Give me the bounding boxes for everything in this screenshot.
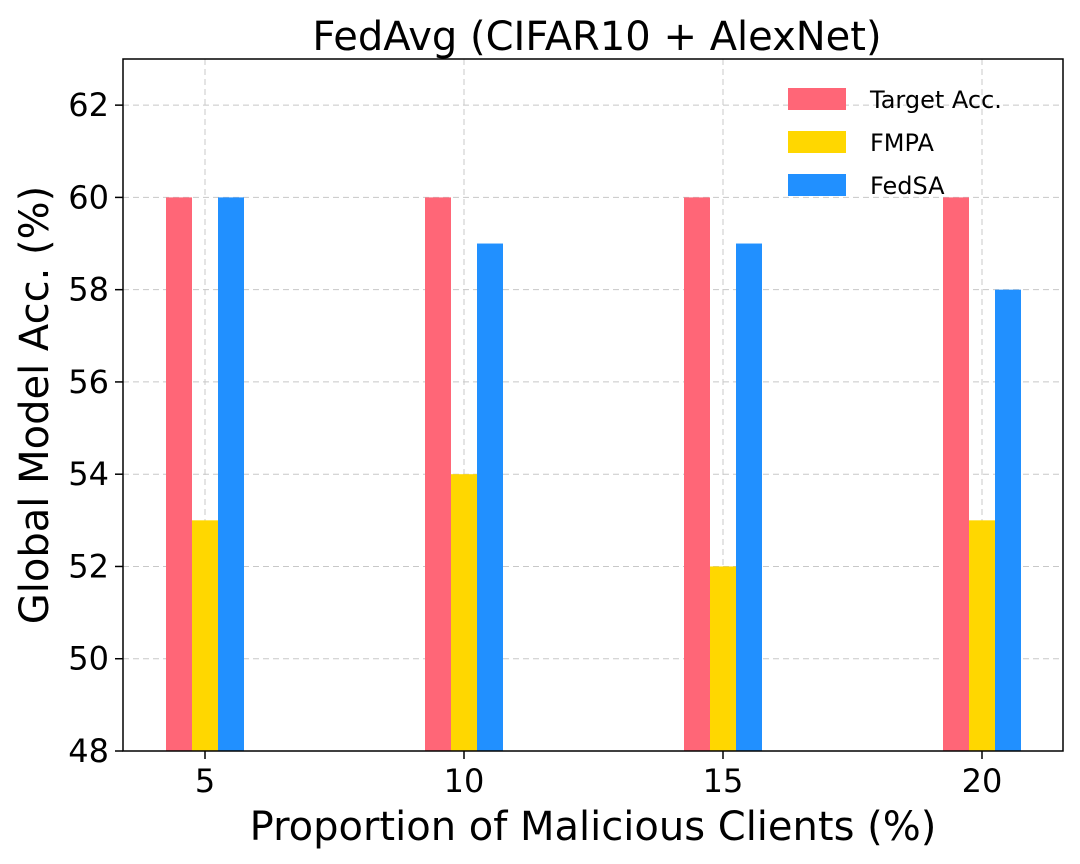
y-axis-label: Global Model Acc. (%) (12, 186, 58, 624)
bar-fedsa-20 (995, 289, 1021, 751)
legend-label: Target Acc. (869, 86, 1002, 114)
bar-fmpa-20 (969, 520, 995, 751)
legend-label: FedSA (870, 172, 945, 200)
x-tick-label: 10 (444, 762, 485, 800)
legend-swatch (788, 88, 846, 110)
legend: Target Acc. FMPA FedSA (788, 86, 1002, 200)
bar-fedsa-5 (218, 197, 244, 751)
x-axis-label: Proportion of Malicious Clients (%) (250, 804, 937, 850)
bars (166, 197, 1021, 752)
grid-lines (123, 59, 1063, 751)
x-tick-label: 20 (962, 762, 1003, 800)
bar-target-acc-5 (166, 197, 192, 751)
y-tick-label: 54 (68, 455, 109, 493)
bar-fmpa-15 (710, 566, 736, 751)
x-tick-label: 15 (703, 762, 744, 800)
y-tick-label: 60 (68, 178, 109, 216)
bar-fedsa-10 (477, 243, 503, 752)
legend-swatch (788, 131, 846, 153)
bar-fmpa-5 (192, 520, 218, 751)
y-tick-label: 52 (68, 547, 109, 585)
y-tick-label: 62 (68, 86, 109, 124)
bar-fedsa-15 (736, 243, 762, 752)
chart-title: FedAvg (CIFAR10 + AlexNet) (312, 14, 881, 60)
y-tick-label: 58 (68, 271, 109, 309)
y-tick-label: 50 (68, 640, 109, 678)
y-tick-label: 56 (68, 363, 109, 401)
bar-target-acc-15 (684, 197, 710, 751)
x-tick-label: 5 (195, 762, 215, 800)
y-tick-label: 48 (68, 732, 109, 770)
plot-frame (122, 58, 1064, 752)
legend-swatch (788, 174, 846, 196)
bar-fmpa-10 (451, 474, 477, 751)
legend-label: FMPA (870, 129, 934, 157)
axis-ticks: 48 50 52 54 56 58 60 62 5 10 15 20 (68, 86, 1002, 800)
bar-target-acc-10 (425, 197, 451, 751)
bar-target-acc-20 (943, 197, 969, 751)
